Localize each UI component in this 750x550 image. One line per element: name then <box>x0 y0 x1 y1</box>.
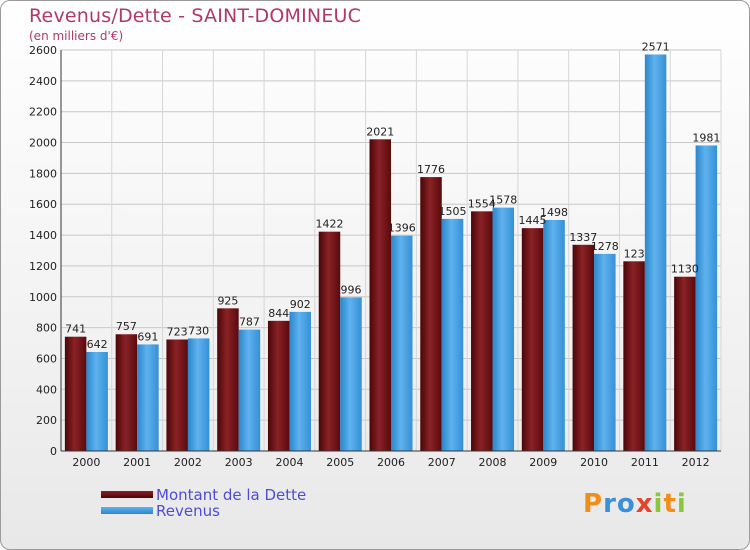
y-tick-label: 2200 <box>29 106 57 119</box>
value-label-dette-2006: 2021 <box>366 125 394 138</box>
logo-letter: i <box>653 489 664 519</box>
value-label-revenus-2008: 1578 <box>489 194 517 207</box>
value-label-revenus-2001: 691 <box>137 330 158 343</box>
value-label-dette-2012: 1130 <box>671 263 699 276</box>
value-label-revenus-2011: 2571 <box>642 40 670 53</box>
x-tick-label: 2000 <box>72 456 100 469</box>
logo-letter: P <box>583 489 604 519</box>
value-label-revenus-2000: 642 <box>87 338 108 351</box>
bar-dette-2001 <box>115 334 138 451</box>
y-tick-label: 600 <box>36 352 57 365</box>
value-label-dette-2007: 1776 <box>417 163 445 176</box>
value-label-dette-2005: 1422 <box>315 218 343 231</box>
x-tick-label: 2009 <box>529 456 557 469</box>
y-tick-label: 1000 <box>29 291 57 304</box>
value-label-dette-2001: 757 <box>116 320 137 333</box>
bar-revenus-2003 <box>238 329 261 451</box>
value-label-dette-2002: 723 <box>167 325 188 338</box>
y-tick-label: 1200 <box>29 260 57 273</box>
y-tick-label: 1400 <box>29 229 57 242</box>
logo-letter: t <box>663 489 677 519</box>
bar-dette-2008 <box>471 211 493 451</box>
y-tick-label: 200 <box>36 414 57 427</box>
bar-dette-2006 <box>369 139 391 451</box>
chart-subtitle: (en milliers d'€) <box>29 29 124 43</box>
chart-title: Revenus/Dette - SAINT-DOMINEUC <box>29 5 362 27</box>
bar-revenus-2000 <box>86 351 108 451</box>
logo-letter: i <box>676 489 687 519</box>
axis-layer: 0 200 400 600 800 1000 1200 1400 1600 1800 2000 220… <box>29 44 721 469</box>
bar-dette-2007 <box>420 177 442 451</box>
proxiti-logo: Proxiti <box>583 489 687 519</box>
bar-dette-2002 <box>166 339 188 451</box>
legend-label-revenus: Revenus <box>156 502 220 520</box>
value-label-revenus-2007: 1505 <box>439 205 467 218</box>
value-label-revenus-2003: 787 <box>239 316 260 329</box>
bar-revenus-2012 <box>695 145 718 451</box>
y-tick-label: 1800 <box>29 167 57 180</box>
y-tick-label: 800 <box>36 322 57 335</box>
bar-dette-2011 <box>623 261 645 451</box>
bar-dette-2003 <box>217 308 239 451</box>
y-tick-label: 2000 <box>29 137 57 150</box>
bar-dette-2010 <box>572 244 595 451</box>
bar-revenus-2009 <box>543 219 565 451</box>
x-tick-label: 2007 <box>428 456 456 469</box>
bar-dette-2012 <box>674 276 696 451</box>
dark-red-bar-swatch-icon <box>101 491 153 498</box>
y-tick-label: 1600 <box>29 198 57 211</box>
value-label-dette-2009: 1445 <box>519 214 547 227</box>
x-tick-label: 2006 <box>377 456 405 469</box>
bar-dette-2004 <box>267 320 290 451</box>
bar-dette-2000 <box>64 336 87 451</box>
y-tick-label: 2400 <box>29 75 57 88</box>
value-label-revenus-2002: 730 <box>188 324 209 337</box>
value-label-dette-2003: 925 <box>217 294 238 307</box>
bar-revenus-2008 <box>492 207 515 451</box>
x-tick-label: 2002 <box>174 456 202 469</box>
value-label-revenus-2012: 1981 <box>692 131 720 144</box>
x-tick-label: 2004 <box>275 456 303 469</box>
value-label-dette-2004: 844 <box>268 307 289 320</box>
logo-letter: x <box>635 489 654 519</box>
bar-revenus-2002 <box>187 338 210 451</box>
bars-layer <box>64 54 718 452</box>
blue-bar-swatch-icon <box>101 507 153 514</box>
bar-revenus-2005 <box>340 297 362 451</box>
value-label-dette-2010: 1337 <box>569 231 597 244</box>
value-label-revenus-2005: 996 <box>340 283 361 296</box>
value-label-revenus-2004: 902 <box>290 298 311 311</box>
value-label-revenus-2010: 1278 <box>591 240 619 253</box>
value-label-dette-2008: 1554 <box>468 197 496 210</box>
legend-label-dette: Montant de la Dette <box>156 486 307 504</box>
bar-revenus-2001 <box>137 344 159 451</box>
bar-dette-2009 <box>521 228 544 451</box>
y-tick-label: 0 <box>50 445 57 458</box>
logo-letter: r <box>603 489 617 519</box>
value-label-revenus-2006: 1396 <box>388 222 416 235</box>
bar-revenus-2010 <box>594 253 616 451</box>
x-tick-label: 2008 <box>479 456 507 469</box>
bar-revenus-2006 <box>391 235 413 451</box>
y-tick-label: 400 <box>36 383 57 396</box>
x-tick-label: 2011 <box>631 456 659 469</box>
x-tick-label: 2010 <box>580 456 608 469</box>
bar-dette-2005 <box>318 231 341 451</box>
bar-revenus-2011 <box>644 54 667 452</box>
x-tick-label: 2012 <box>682 456 710 469</box>
value-label-dette-2011: 123 <box>624 247 645 260</box>
x-tick-label: 2003 <box>225 456 253 469</box>
bar-revenus-2007 <box>441 218 464 451</box>
value-label-dette-2000: 741 <box>65 323 86 336</box>
x-tick-label: 2001 <box>123 456 151 469</box>
logo-letter: o <box>616 489 636 519</box>
bar-revenus-2004 <box>289 311 311 451</box>
y-tick-label: 2600 <box>29 44 57 57</box>
x-tick-label: 2005 <box>326 456 354 469</box>
value-label-revenus-2009: 1498 <box>540 206 568 219</box>
